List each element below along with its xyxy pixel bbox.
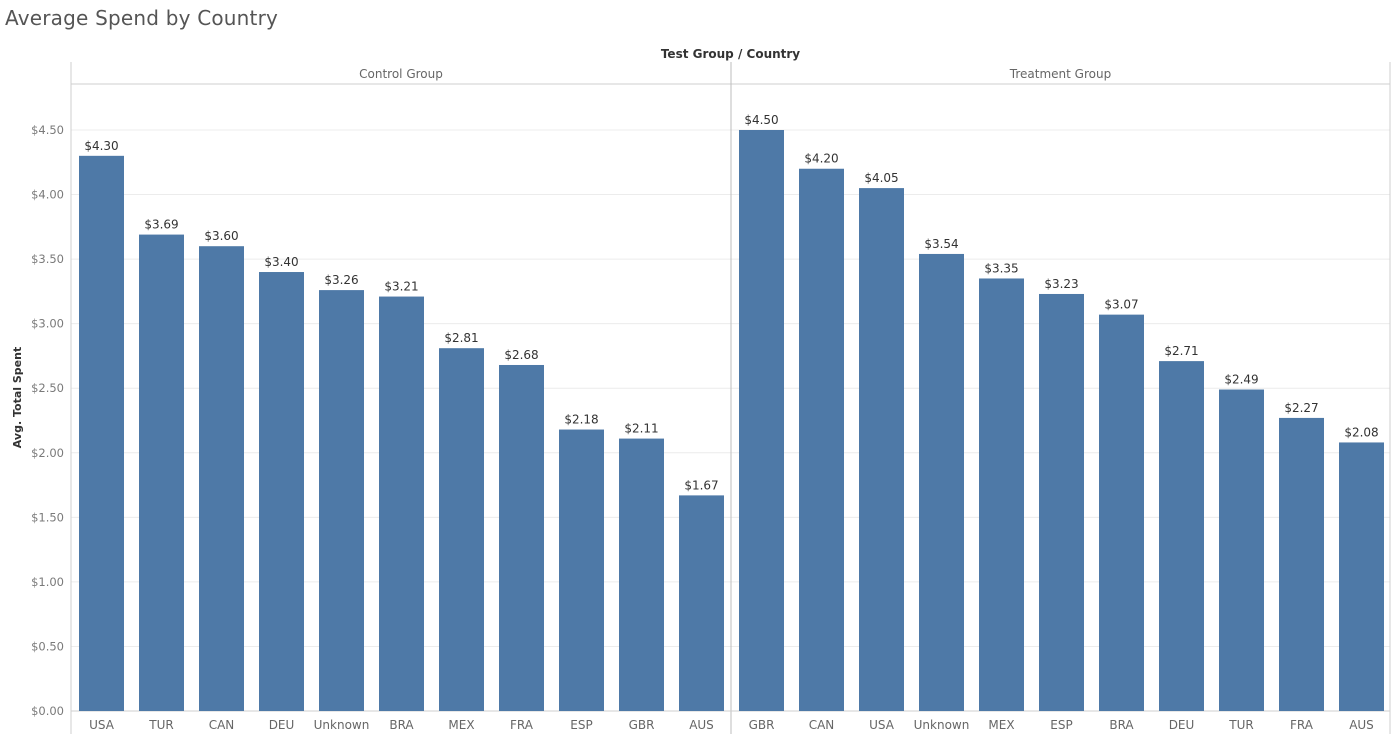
x-tick-label: BRA (1109, 718, 1134, 732)
bar-tur (139, 234, 184, 711)
column-header-title: Test Group / Country (661, 47, 800, 61)
y-tick-label: $0.00 (31, 704, 64, 718)
data-label: $3.40 (264, 255, 298, 269)
bar-deu (1159, 361, 1204, 711)
data-label: $2.18 (564, 413, 598, 427)
x-tick-label: TUR (1228, 718, 1253, 732)
x-tick-label: FRA (1290, 718, 1314, 732)
data-label: $2.27 (1284, 401, 1318, 415)
x-tick-label: DEU (269, 718, 295, 732)
x-tick-label: USA (89, 718, 115, 732)
data-label: $3.07 (1104, 298, 1138, 312)
x-tick-label: ESP (570, 718, 592, 732)
data-label: $3.26 (324, 273, 358, 287)
bar-usa (859, 188, 904, 712)
bar-esp (559, 429, 604, 711)
data-label: $3.23 (1044, 277, 1078, 291)
bar-gbr (739, 130, 784, 711)
y-tick-label: $3.50 (31, 252, 64, 266)
bar-esp (1039, 293, 1084, 711)
data-label: $3.54 (924, 237, 958, 251)
x-tick-label: MEX (448, 718, 474, 732)
chart-title: Average Spend by Country (5, 6, 279, 30)
x-tick-label: ESP (1050, 718, 1072, 732)
x-tick-label: BRA (389, 718, 414, 732)
y-tick-label: $3.00 (31, 317, 64, 331)
bar-fra (499, 364, 544, 711)
bar-unknown (919, 253, 964, 712)
data-label: $4.05 (864, 171, 898, 185)
bar-can (199, 246, 244, 711)
y-axis-label: Avg. Total Spent (11, 347, 24, 448)
x-tick-label: Unknown (914, 718, 970, 732)
data-label: $2.68 (504, 348, 538, 362)
x-tick-label: DEU (1169, 718, 1195, 732)
data-label: $2.11 (624, 422, 658, 436)
bar-can (799, 168, 844, 711)
bar-aus (679, 495, 724, 711)
x-tick-label: FRA (510, 718, 534, 732)
data-label: $4.30 (84, 139, 118, 153)
y-tick-label: $1.00 (31, 575, 64, 589)
x-tick-label: AUS (689, 718, 714, 732)
data-label: $3.35 (984, 261, 1018, 275)
data-label: $2.49 (1224, 373, 1258, 387)
data-label: $3.60 (204, 229, 238, 243)
x-tick-label: GBR (749, 718, 775, 732)
y-tick-label: $4.50 (31, 123, 64, 137)
bar-bra (1099, 314, 1144, 711)
data-label: $2.08 (1344, 425, 1378, 439)
data-label: $2.71 (1164, 344, 1198, 358)
x-tick-label: Unknown (314, 718, 370, 732)
bar-usa (79, 155, 124, 712)
y-tick-label: $0.50 (31, 639, 64, 653)
panel-header-treatment-group: Treatment Group (1009, 67, 1111, 81)
data-label: $4.50 (744, 113, 778, 127)
bar-gbr (619, 438, 664, 711)
data-label: $3.69 (144, 218, 178, 232)
y-tick-label: $1.50 (31, 510, 64, 524)
bar-bra (379, 296, 424, 711)
bar-unknown (319, 290, 364, 711)
panel-header-control-group: Control Group (359, 67, 443, 81)
data-label: $2.81 (444, 331, 478, 345)
data-label: $1.67 (684, 478, 718, 492)
x-tick-label: GBR (629, 718, 655, 732)
bar-mex (439, 348, 484, 711)
bar-aus (1339, 442, 1384, 711)
bar-mex (979, 278, 1024, 711)
bar-fra (1279, 417, 1324, 711)
data-label: $4.20 (804, 152, 838, 166)
x-tick-label: MEX (988, 718, 1014, 732)
x-tick-label: USA (869, 718, 895, 732)
y-tick-label: $4.00 (31, 188, 64, 202)
x-tick-label: CAN (809, 718, 835, 732)
data-label: $3.21 (384, 280, 418, 294)
bar-deu (259, 272, 304, 711)
x-tick-label: TUR (148, 718, 173, 732)
x-tick-label: CAN (209, 718, 235, 732)
y-tick-label: $2.50 (31, 381, 64, 395)
bar-tur (1219, 389, 1264, 711)
x-tick-label: AUS (1349, 718, 1374, 732)
y-tick-label: $2.00 (31, 446, 64, 460)
